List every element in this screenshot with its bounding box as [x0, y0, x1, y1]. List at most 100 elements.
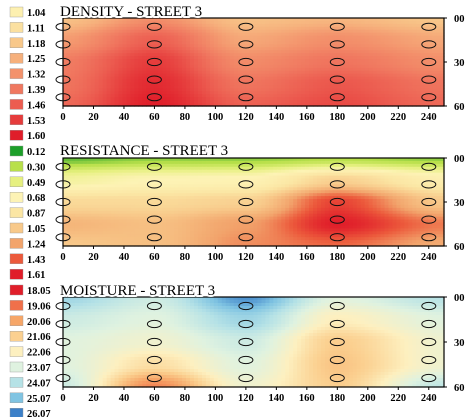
heatmap-cell	[106, 56, 112, 60]
heatmap-cell	[404, 41, 409, 45]
heatmap-cell	[257, 210, 263, 215]
heatmap-cell	[78, 166, 84, 171]
heatmap-cell	[86, 166, 92, 171]
heatmap-cell	[225, 41, 231, 45]
heatmap-cell	[332, 79, 338, 84]
heatmap-cell	[86, 88, 92, 92]
heatmap-cell	[372, 158, 378, 162]
heatmap-cell	[376, 85, 382, 89]
heatmap-cell	[229, 62, 235, 66]
heatmap-cell	[229, 23, 235, 28]
heatmap-cell	[193, 169, 199, 174]
heatmap-cell	[392, 82, 397, 87]
heatmap-cell	[313, 44, 318, 48]
heatmap-cell	[428, 23, 433, 28]
heatmap-cell	[388, 91, 394, 95]
heatmap-cell	[424, 184, 429, 188]
heatmap-cell	[98, 213, 104, 218]
heatmap-cell	[336, 67, 342, 72]
heatmap-cell	[217, 23, 223, 28]
heatmap-cell	[114, 166, 120, 171]
heatmap-cell	[63, 18, 68, 22]
heatmap-cell	[356, 38, 362, 43]
heatmap-cell	[360, 207, 366, 212]
heatmap-cell	[332, 94, 338, 98]
heatmap-cell	[174, 169, 179, 174]
heatmap-cell	[182, 41, 187, 45]
heatmap-cell	[317, 204, 322, 209]
heatmap-cell	[332, 202, 338, 206]
heatmap-cell	[368, 172, 374, 177]
heatmap-cell	[178, 181, 183, 185]
heatmap-cell	[170, 172, 175, 177]
heatmap-cell	[209, 178, 215, 183]
heatmap-cell	[372, 38, 378, 43]
heatmap-cell	[201, 169, 207, 174]
heatmap-cell	[289, 85, 294, 89]
heatmap-cell	[229, 26, 235, 31]
heatmap-cell	[178, 207, 183, 212]
heatmap-cell	[324, 160, 330, 165]
heatmap-cell	[261, 50, 267, 54]
heatmap-cell	[122, 70, 128, 75]
heatmap-cell	[134, 175, 140, 180]
heatmap-cell	[428, 76, 433, 81]
heatmap-cell	[162, 175, 167, 180]
heatmap-cell	[289, 202, 294, 206]
heatmap-cell	[225, 196, 231, 200]
heatmap-cell	[324, 73, 330, 78]
heatmap-cell	[352, 64, 358, 69]
heatmap-cell	[293, 175, 298, 180]
heatmap-cell	[138, 47, 143, 51]
heatmap-cell	[82, 50, 88, 54]
heatmap-cell	[66, 29, 72, 34]
heatmap-cell	[261, 100, 267, 104]
heatmap-cell	[241, 64, 247, 69]
heatmap-cell	[317, 184, 322, 188]
heatmap-cell	[432, 204, 437, 209]
heatmap-cell	[94, 184, 100, 188]
heatmap-cell	[265, 216, 270, 221]
heatmap-cell	[94, 190, 100, 194]
heatmap-cell	[305, 172, 310, 177]
heatmap-cell	[241, 196, 247, 200]
heatmap-cell	[368, 18, 374, 22]
heatmap-cell	[70, 32, 76, 37]
heatmap-cell	[178, 178, 183, 183]
heatmap-cell	[118, 190, 124, 194]
heatmap-cell	[138, 53, 143, 57]
heatmap-cell	[257, 187, 263, 191]
heatmap-cell	[146, 196, 151, 200]
heatmap-cell	[352, 166, 358, 171]
heatmap-cell	[372, 29, 378, 34]
heatmap-cell	[360, 213, 366, 218]
heatmap-cell	[384, 41, 390, 45]
heatmap-cell	[170, 175, 175, 180]
heatmap-cell	[182, 193, 187, 197]
heatmap-cell	[201, 163, 207, 168]
heatmap-cell	[94, 44, 100, 48]
heatmap-cell	[360, 53, 366, 57]
heatmap-cell	[253, 158, 259, 162]
heatmap-cell	[269, 85, 274, 89]
heatmap-cell	[257, 163, 263, 168]
heatmap-cell	[193, 158, 199, 162]
heatmap-cell	[313, 103, 318, 107]
heatmap-cell	[364, 184, 370, 188]
heatmap-cell	[372, 26, 378, 31]
heatmap-cell	[182, 29, 187, 34]
heatmap-cell	[309, 50, 314, 54]
heatmap-cell	[416, 62, 421, 66]
heatmap-cell	[273, 44, 278, 48]
heatmap-cell	[364, 172, 370, 177]
heatmap-cell	[408, 35, 413, 40]
heatmap-cell	[130, 169, 136, 174]
heatmap-cell	[416, 158, 421, 162]
heatmap-cell	[225, 97, 231, 101]
heatmap-cell	[412, 193, 417, 197]
heatmap-cell	[356, 18, 362, 22]
heatmap-cell	[82, 91, 88, 95]
heatmap-cell	[301, 41, 306, 45]
heatmap-cell	[376, 184, 382, 188]
